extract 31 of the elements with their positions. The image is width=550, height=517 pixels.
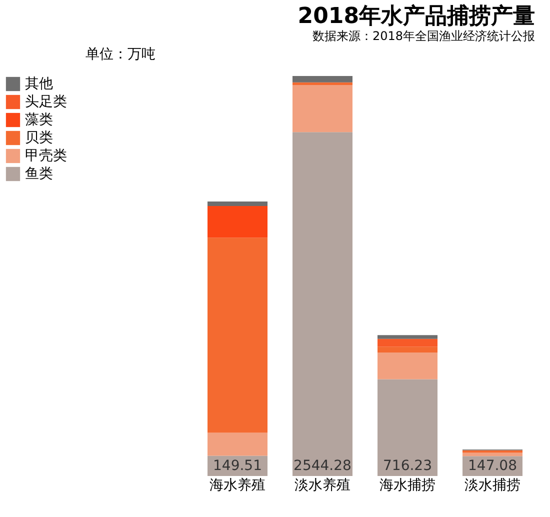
data-label: 149.51 bbox=[213, 458, 262, 474]
bar bbox=[378, 352, 438, 380]
x-tick-label: 淡水捕捞 bbox=[464, 478, 520, 494]
bar bbox=[378, 346, 438, 352]
bar bbox=[292, 76, 352, 82]
y-axis-title: 单位：万吨 bbox=[86, 46, 156, 62]
bar bbox=[208, 206, 268, 238]
x-tick-label: 海水捕捞 bbox=[380, 478, 436, 494]
chart-title: 2018年水产品捕捞产量 bbox=[298, 3, 535, 29]
legend-label: 贝类 bbox=[25, 130, 53, 146]
bar bbox=[378, 335, 438, 339]
legend-label: 鱼类 bbox=[25, 166, 53, 182]
source-note: 数据来源：2018年全国渔业经济统计公报 bbox=[312, 29, 535, 43]
legend-label: 头足类 bbox=[25, 94, 67, 110]
data-label: 147.08 bbox=[468, 458, 517, 474]
bar bbox=[292, 132, 352, 476]
legend-label: 其他 bbox=[25, 76, 53, 92]
bar bbox=[378, 379, 438, 476]
legend-label: 藻类 bbox=[25, 112, 53, 128]
bar bbox=[462, 450, 522, 453]
x-tick-label: 海水养殖 bbox=[210, 478, 266, 494]
data-label: 716.23 bbox=[383, 458, 432, 474]
bar bbox=[378, 338, 438, 347]
bar bbox=[292, 82, 352, 85]
bar bbox=[292, 84, 352, 132]
legend-label: 甲壳类 bbox=[25, 148, 67, 164]
data-label: 2544.28 bbox=[294, 458, 352, 474]
bar bbox=[208, 238, 268, 433]
bar bbox=[208, 432, 268, 456]
bar bbox=[208, 201, 268, 206]
x-tick-label: 淡水养殖 bbox=[294, 478, 350, 494]
